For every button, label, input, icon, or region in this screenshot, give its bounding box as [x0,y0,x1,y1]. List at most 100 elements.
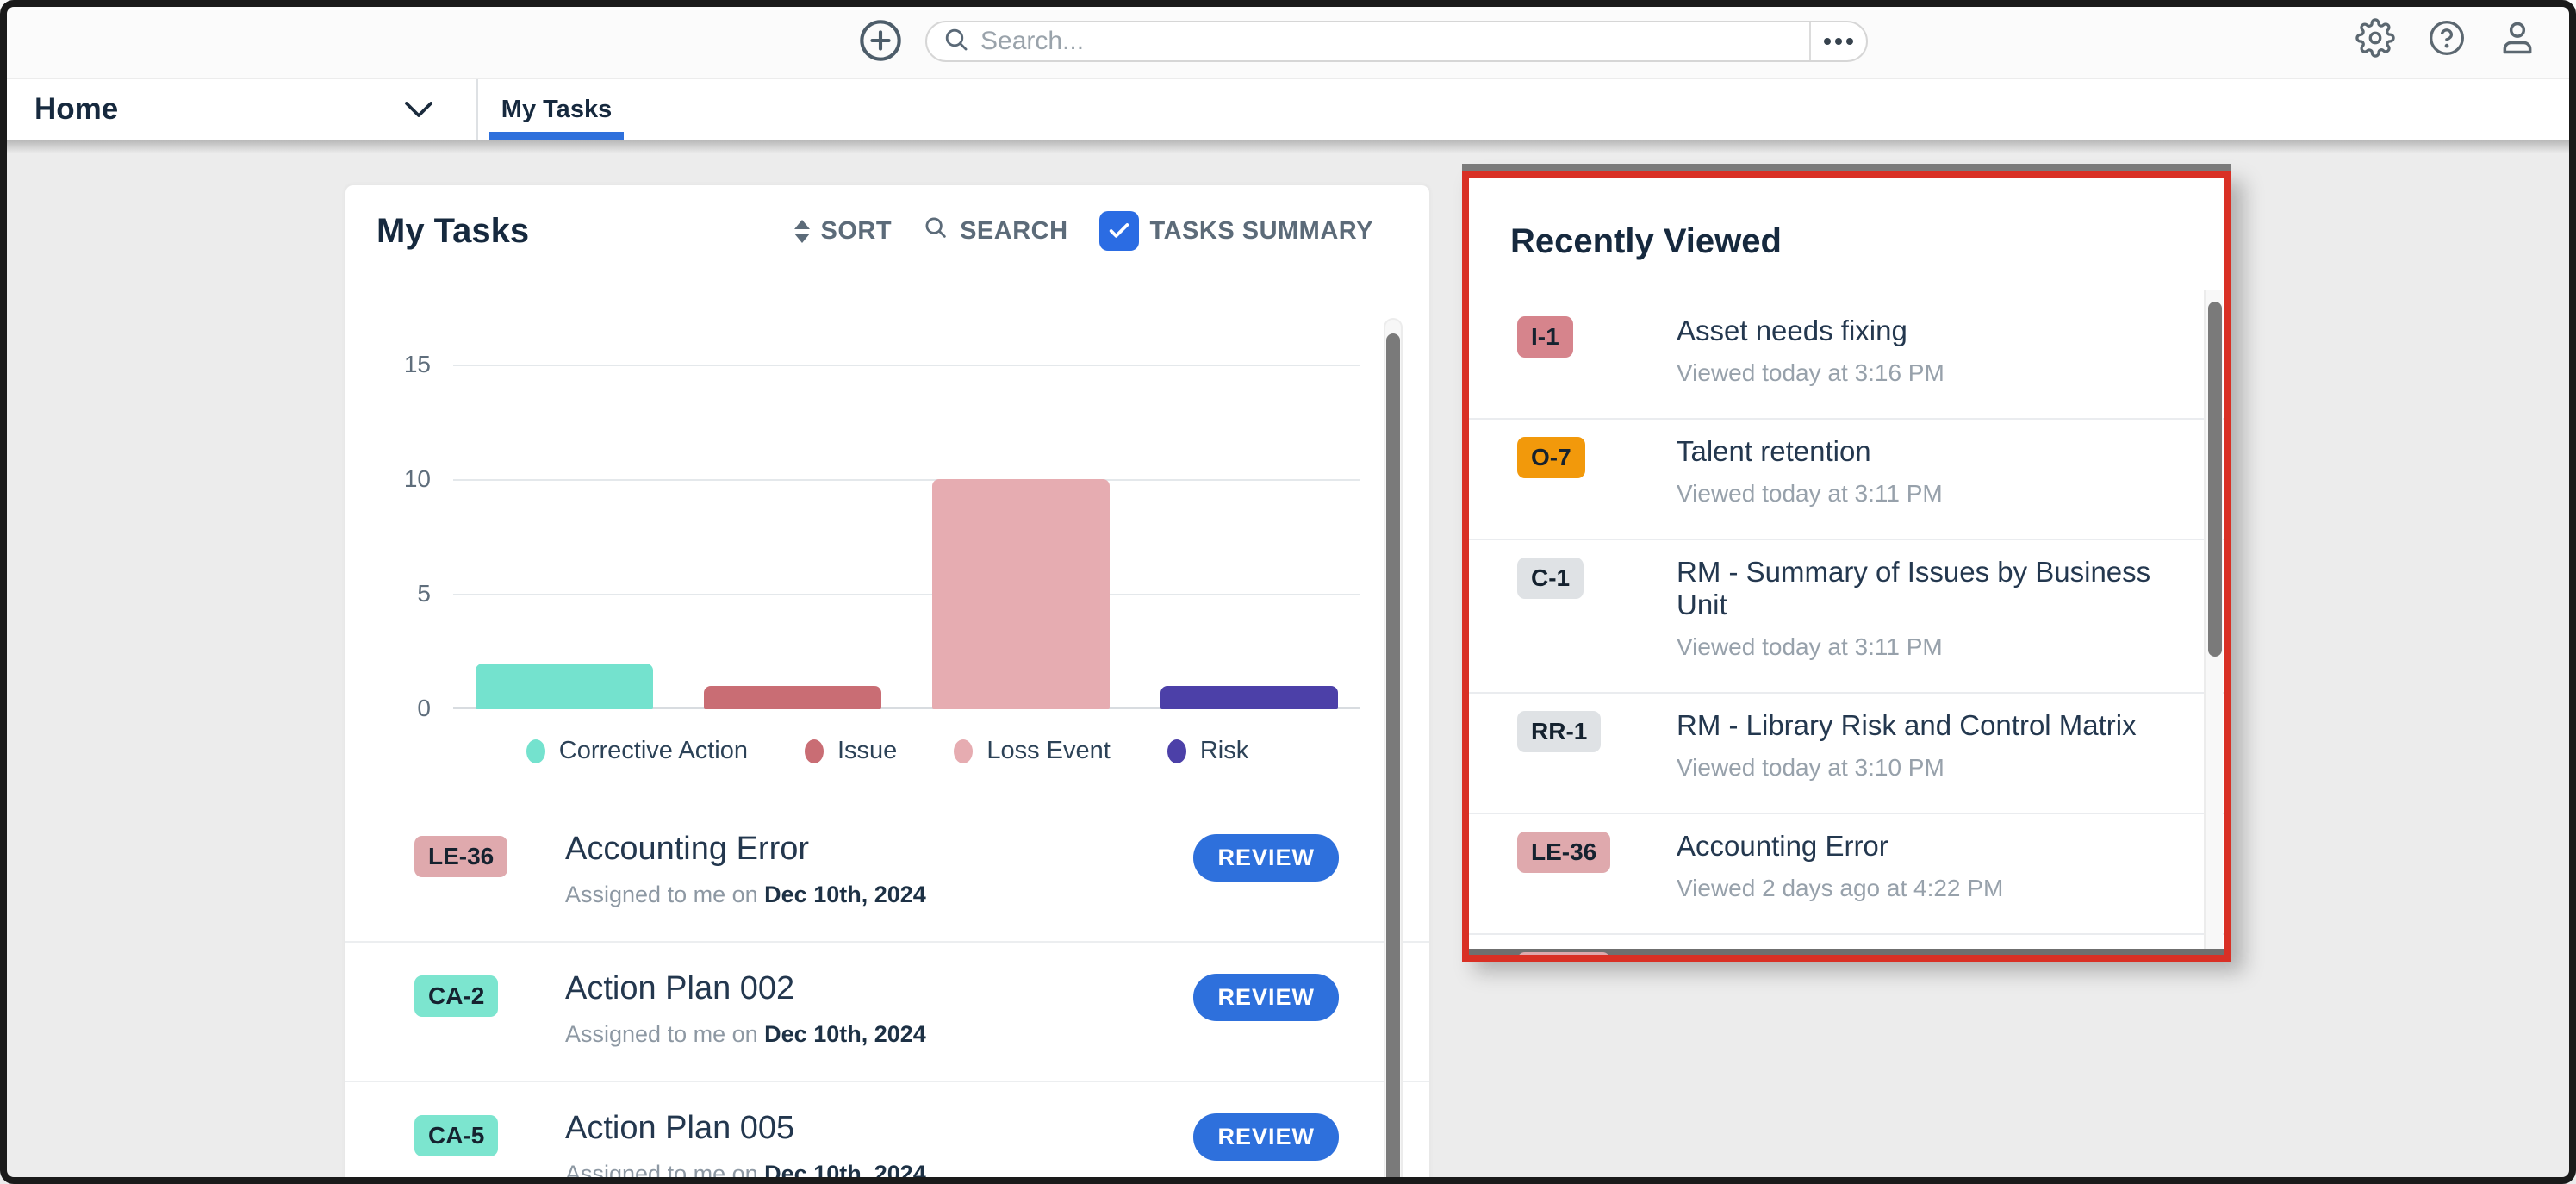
top-bar [0,0,2576,78]
review-button[interactable]: REVIEW [1193,834,1339,882]
item-badge: C-1 [1517,558,1584,599]
help-icon [2428,19,2466,59]
item-title: Asset needs fixing [1677,315,1907,346]
sort-icon [793,219,810,243]
recently-viewed-item[interactable]: LE-26 Portfolio Implementation Error Vie… [1469,933,2224,955]
global-search [925,21,1868,62]
recently-viewed-title: Recently Viewed [1510,222,1782,260]
task-row: CA-2 Action Plan 002 Assigned to me on D… [345,941,1429,1081]
review-button[interactable]: REVIEW [1193,974,1339,1021]
recently-viewed-item[interactable]: I-1 Asset needs fixing Viewed today at 3… [1469,299,2224,418]
task-badge: CA-2 [414,975,499,1017]
search-tasks-button[interactable]: SEARCH [923,215,1067,247]
tab-my-tasks[interactable]: My Tasks [489,79,624,140]
item-timestamp: Viewed today at 3:16 PM [1677,359,1944,386]
task-badge: LE-36 [414,836,508,877]
task-row: LE-36 Accounting Error Assigned to me on… [345,803,1429,941]
legend-item-risk[interactable]: Risk [1167,737,1248,765]
task-title: Accounting Error [565,831,810,867]
item-title: Portfolio Implementation Error [1677,950,2164,955]
my-tasks-title: My Tasks [376,211,530,250]
nav-shadow [0,140,2576,153]
review-button[interactable]: REVIEW [1193,1113,1339,1161]
tasks-summary-chart: 15 10 5 0 [404,351,1360,721]
search-options-button[interactable] [1809,22,1866,60]
recently-viewed-panel: Recently Viewed I-1 Asset needs fixing V… [1462,171,2231,962]
sort-button[interactable]: SORT [793,216,893,246]
legend-marker [526,738,545,763]
task-assigned-date: Dec 10th, 2024 [764,882,926,907]
tasks-summary-toggle[interactable]: TASKS SUMMARY [1098,211,1373,251]
create-button[interactable] [858,18,903,63]
task-assigned-date: Dec 10th, 2024 [764,1021,926,1047]
task-assigned-date: Dec 10th, 2024 [764,1161,926,1184]
gridline [453,594,1360,595]
recently-viewed-item[interactable]: O-7 Talent retention Viewed today at 3:1… [1469,418,2224,539]
recently-viewed-scrollbar-track[interactable] [2204,290,2223,949]
legend-item-issue[interactable]: Issue [805,737,897,765]
item-badge: RR-1 [1517,711,1602,752]
chevron-down-icon [404,100,433,123]
legend-marker [954,738,974,763]
top-bar-actions [2355,0,2536,78]
item-badge: LE-36 [1517,832,1611,873]
task-assigned-text: Assigned to me on Dec 10th, 2024 [565,1021,926,1047]
task-assigned-text: Assigned to me on Dec 10th, 2024 [565,1161,1193,1184]
recently-viewed-scrollbar-thumb[interactable] [2208,302,2222,657]
item-badge: I-1 [1517,316,1573,358]
recently-viewed-item[interactable]: RR-1 RM - Library Risk and Control Matri… [1469,692,2224,813]
bar-loss-event [932,479,1110,709]
sort-label: SORT [820,216,893,245]
legend-item-corrective-action[interactable]: Corrective Action [526,737,748,765]
recently-viewed-item[interactable]: LE-36 Accounting Error Viewed 2 days ago… [1469,813,2224,933]
active-tab-indicator [489,132,624,140]
user-menu-button[interactable] [2498,19,2536,59]
my-tasks-header: My Tasks SORT SEARCH [345,185,1429,251]
y-tick: 15 [403,351,431,377]
task-title: Action Plan 002 [565,970,795,1006]
search-icon [943,26,970,58]
search-icon [923,215,949,247]
checkbox-checked-icon [1098,211,1139,251]
my-tasks-card: My Tasks SORT SEARCH [345,184,1430,1184]
home-dropdown[interactable]: Home [9,79,478,140]
legend-label: Corrective Action [558,737,748,764]
task-badge: CA-5 [414,1115,499,1156]
my-tasks-scrollbar-track[interactable] [1384,318,1403,1184]
settings-gear-icon [2355,17,2395,60]
legend-label: Issue [837,737,898,764]
help-button[interactable] [2428,19,2466,59]
legend-label: Risk [1199,737,1249,764]
task-list: LE-36 Accounting Error Assigned to me on… [345,803,1429,1184]
legend-marker [805,738,824,763]
search-input[interactable] [980,27,1809,56]
search-label: SEARCH [960,216,1068,245]
ellipsis-icon [1824,38,1853,45]
item-timestamp: Viewed today at 3:10 PM [1677,754,1944,781]
settings-button[interactable] [2355,17,2395,60]
bar-issue [704,686,881,709]
task-assigned-text: Assigned to me on Dec 10th, 2024 [565,882,926,907]
recently-viewed-list: I-1 Asset needs fixing Viewed today at 3… [1469,299,2224,955]
legend-label: Loss Event [986,737,1111,764]
legend-item-loss-event[interactable]: Loss Event [954,737,1111,765]
item-title: RM - Summary of Issues by Business Unit [1677,556,2151,620]
item-badge: O-7 [1517,437,1585,478]
item-title: RM - Library Risk and Control Matrix [1677,709,2137,741]
bar-risk [1160,686,1338,709]
my-tasks-controls: SORT SEARCH TASKS SUMMARY [793,211,1373,251]
gridline [453,365,1360,366]
my-tasks-scrollbar-thumb[interactable] [1386,333,1400,1184]
y-tick: 5 [417,580,431,607]
user-icon [2498,19,2536,59]
y-tick: 10 [403,465,431,492]
task-row: CA-5 Action Plan 005 Assigned to me on D… [345,1081,1429,1184]
tab-my-tasks-label: My Tasks [501,95,613,123]
gridline [453,479,1360,481]
recently-viewed-item[interactable]: C-1 RM - Summary of Issues by Business U… [1469,539,2224,692]
item-timestamp: Viewed 2 days ago at 4:22 PM [1677,875,2004,901]
home-dropdown-label: Home [34,92,119,126]
legend-marker [1167,738,1186,763]
nav-bar: Home My Tasks [0,79,2576,140]
item-title: Accounting Error [1677,830,1888,862]
